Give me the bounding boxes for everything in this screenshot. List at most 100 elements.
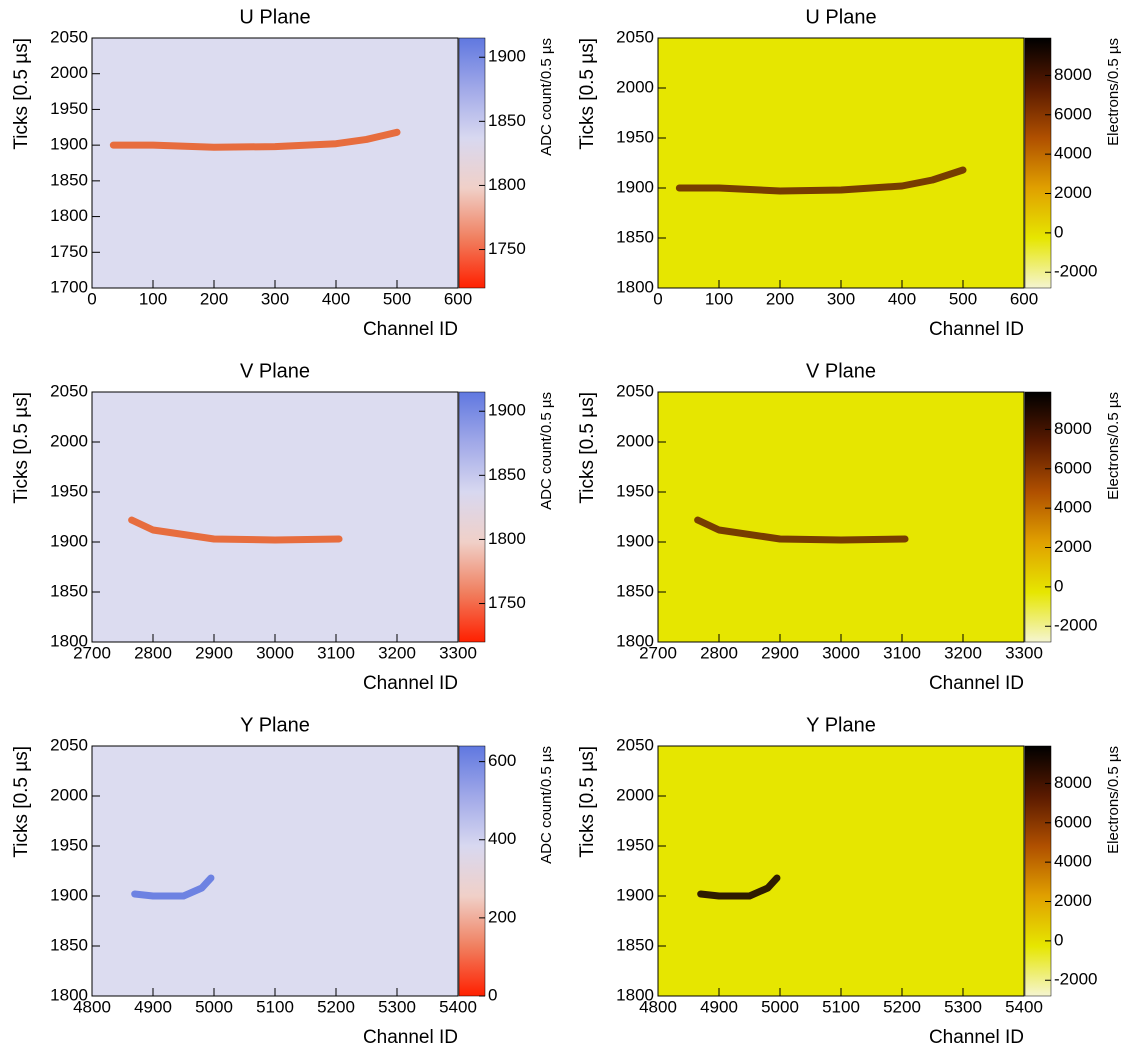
plot-area (658, 38, 1024, 288)
x-tick-label: 3200 (378, 643, 416, 662)
y-tick-label: 1900 (616, 885, 654, 904)
colorbar-tick-label: 200 (488, 907, 516, 926)
x-tick-label: 3100 (883, 643, 921, 662)
x-tick-label: 100 (705, 289, 733, 308)
y-tick-label: 2000 (50, 63, 88, 82)
x-tick-label: 400 (322, 289, 350, 308)
x-tick-label: 500 (383, 289, 411, 308)
x-tick-label: 0 (87, 289, 96, 308)
x-tick-label: 3100 (317, 643, 355, 662)
y-axis-label: Ticks [0.5 µs] (577, 392, 598, 504)
track (109, 128, 401, 151)
x-tick-label: 3000 (256, 643, 294, 662)
plot-area (658, 392, 1024, 642)
y-tick-label: 1800 (616, 277, 654, 296)
x-tick-label: 5000 (195, 997, 233, 1016)
x-axis-label: Channel ID (929, 1027, 1024, 1048)
y-tick-label: 1850 (616, 935, 654, 954)
x-tick-label: 2900 (761, 643, 799, 662)
y-tick-label: 1900 (50, 135, 88, 154)
colorbar-label: Electrons/0.5 µs (1105, 746, 1122, 854)
track (694, 516, 909, 544)
colorbar-label: ADC count/0.5 µs (538, 38, 555, 156)
y-tick-label: 1700 (50, 277, 88, 296)
y-tick-label: 2050 (616, 381, 654, 400)
y-tick-label: 1800 (50, 985, 88, 1004)
plot-title: V Plane (240, 360, 310, 382)
colorbar-tick-label: 600 (488, 751, 516, 770)
y-tick-label: 1900 (616, 531, 654, 550)
x-tick-label: 5200 (883, 997, 921, 1016)
y-tick-label: 1800 (50, 631, 88, 650)
colorbar (1024, 37, 1052, 289)
y-tick-label: 1900 (616, 177, 654, 196)
x-axis-label: Channel ID (929, 673, 1024, 694)
x-tick-label: 300 (827, 289, 855, 308)
colorbar-tick-label: 1900 (488, 47, 526, 66)
plot-title: V Plane (806, 360, 876, 382)
y-tick-label: 1850 (50, 581, 88, 600)
colorbar-tick-label: 8000 (1054, 65, 1092, 84)
plot-area (92, 392, 458, 642)
x-axis-label: Channel ID (929, 319, 1024, 340)
colorbar-tick-label: -2000 (1054, 970, 1097, 989)
x-tick-label: 5000 (761, 997, 799, 1016)
x-tick-label: 3300 (1005, 643, 1043, 662)
y-tick-label: 1800 (616, 985, 654, 1004)
colorbar-tick-label: -2000 (1054, 616, 1097, 635)
x-tick-label: 5100 (256, 997, 294, 1016)
x-tick-label: 100 (139, 289, 167, 308)
x-tick-label: 2800 (134, 643, 172, 662)
x-tick-label: 3000 (822, 643, 860, 662)
track (675, 166, 967, 195)
colorbar-tick-label: 4000 (1054, 852, 1092, 871)
y-tick-label: 1950 (50, 481, 88, 500)
y-tick-label: 1750 (50, 242, 88, 261)
y-tick-label: 1850 (616, 581, 654, 600)
track (128, 516, 343, 544)
y-tick-label: 2000 (616, 785, 654, 804)
colorbar (1024, 391, 1052, 643)
y-tick-label: 1950 (616, 835, 654, 854)
y-tick-label: 1900 (50, 885, 88, 904)
x-axis-label: Channel ID (363, 1027, 458, 1048)
colorbar-tick-label: 1800 (488, 175, 526, 194)
x-tick-label: 3300 (439, 643, 477, 662)
y-tick-label: 1800 (616, 631, 654, 650)
x-tick-label: 2700 (73, 643, 111, 662)
track (131, 874, 215, 900)
y-tick-label: 1900 (50, 531, 88, 550)
x-tick-label: 300 (261, 289, 289, 308)
x-tick-label: 4800 (639, 997, 677, 1016)
colorbar-tick-label: 6000 (1054, 104, 1092, 123)
colorbar-tick-label: 8000 (1054, 419, 1092, 438)
plot-title: U Plane (239, 6, 310, 28)
y-axis-label: Ticks [0.5 µs] (11, 392, 32, 504)
plot-title: U Plane (805, 6, 876, 28)
x-tick-label: 5100 (822, 997, 860, 1016)
x-tick-label: 5200 (317, 997, 355, 1016)
colorbar-label: Electrons/0.5 µs (1105, 392, 1122, 500)
colorbar-label: ADC count/0.5 µs (538, 746, 555, 864)
x-tick-label: 4900 (700, 997, 738, 1016)
plot-area (92, 38, 458, 288)
colorbar-tick-label: 6000 (1054, 458, 1092, 477)
x-tick-label: 2700 (639, 643, 677, 662)
colorbar-tick-label: 6000 (1054, 812, 1092, 831)
plot-title: Y Plane (806, 714, 876, 736)
x-tick-label: 500 (949, 289, 977, 308)
colorbar-tick-label: 1750 (488, 593, 526, 612)
x-tick-label: 400 (888, 289, 916, 308)
colorbar (1024, 745, 1052, 997)
y-tick-label: 1950 (616, 481, 654, 500)
colorbar-tick-label: 1800 (488, 529, 526, 548)
x-tick-label: 5300 (944, 997, 982, 1016)
y-tick-label: 2000 (50, 785, 88, 804)
y-tick-label: 2050 (50, 381, 88, 400)
x-tick-label: 4800 (73, 997, 111, 1016)
x-tick-label: 5400 (439, 997, 477, 1016)
colorbar-tick-label: 2000 (1054, 891, 1092, 910)
y-tick-label: 2050 (50, 27, 88, 46)
colorbar-tick-label: 2000 (1054, 537, 1092, 556)
